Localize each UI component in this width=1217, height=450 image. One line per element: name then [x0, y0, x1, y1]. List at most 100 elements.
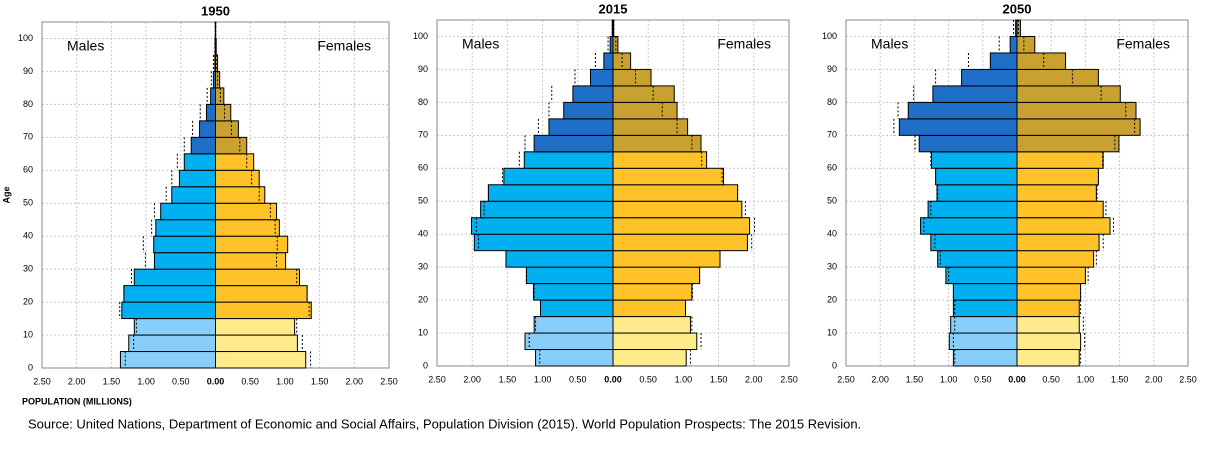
legend-label: Males — [462, 36, 499, 52]
bar — [215, 87, 225, 105]
bar — [1016, 332, 1082, 351]
y-tick-label: 40 — [827, 229, 837, 239]
bar — [215, 351, 307, 369]
bar — [128, 334, 216, 353]
x-tick-label: 1.00 — [276, 376, 294, 386]
bar — [190, 136, 217, 155]
x-tick-label: 2.50 — [837, 374, 855, 384]
bar — [505, 250, 614, 268]
bar — [183, 153, 217, 171]
legend-label: Females — [1116, 36, 1170, 52]
bar — [178, 169, 217, 188]
bar — [612, 184, 739, 202]
y-tick-label: 90 — [827, 64, 837, 74]
legend-label: Females — [317, 38, 371, 54]
bar — [487, 184, 614, 202]
bar — [215, 285, 308, 303]
x-tick-label: 0.50 — [974, 374, 992, 384]
bar — [1016, 101, 1137, 120]
bar — [153, 252, 216, 270]
bar — [1016, 68, 1099, 87]
bar — [1016, 233, 1100, 252]
bar — [215, 334, 298, 353]
x-tick-label: 1.50 — [906, 374, 924, 384]
bar — [563, 101, 614, 120]
bar — [525, 266, 614, 285]
chart-title: 1950 — [201, 3, 230, 18]
bar — [199, 120, 216, 138]
x-tick-label: 1.00 — [675, 374, 693, 384]
bar — [1016, 85, 1121, 103]
bar — [898, 118, 1018, 136]
bar — [612, 332, 698, 351]
y-tick-label: 70 — [23, 132, 33, 142]
x-tick-label: 1.00 — [137, 376, 155, 386]
y-tick-label: 20 — [827, 294, 837, 304]
bar — [952, 283, 1018, 301]
bar — [948, 332, 1018, 351]
bar — [612, 200, 743, 219]
bar — [1016, 316, 1080, 334]
y-tick-label: 50 — [418, 196, 428, 206]
x-tick-label: 2.00 — [745, 374, 763, 384]
bar — [935, 167, 1018, 186]
bar — [535, 349, 614, 367]
y-tick-label: 50 — [827, 196, 837, 206]
x-tick-label: 2.50 — [33, 376, 51, 386]
y-tick-label: 10 — [418, 327, 428, 337]
y-tick-label: 10 — [23, 329, 33, 339]
x-tick-label: 1.50 — [311, 376, 329, 386]
bar — [539, 299, 614, 318]
bar — [1016, 266, 1086, 285]
bar — [612, 316, 691, 334]
bar — [119, 351, 216, 369]
x-tick-label: 2.50 — [380, 376, 398, 386]
bar — [907, 101, 1018, 120]
bar — [155, 219, 216, 237]
bar — [952, 299, 1018, 318]
bar — [612, 233, 748, 252]
y-tick-label: 60 — [827, 163, 837, 173]
y-tick-label: 80 — [418, 97, 428, 107]
bar — [612, 250, 721, 268]
bar — [524, 332, 614, 351]
bar — [1016, 118, 1141, 136]
y-tick-label: 90 — [23, 66, 33, 76]
y-tick-label: 40 — [418, 229, 428, 239]
bar — [612, 167, 725, 186]
y-tick-label: 100 — [413, 31, 428, 41]
y-tick-label: 60 — [418, 163, 428, 173]
bar — [612, 101, 678, 120]
y-tick-label: 100 — [18, 33, 33, 43]
bar — [612, 217, 751, 235]
y-tick-label: 70 — [418, 130, 428, 140]
bar — [918, 134, 1018, 153]
bar — [612, 283, 693, 301]
y-tick-label: 30 — [827, 262, 837, 272]
bar — [215, 202, 278, 221]
bar — [1016, 217, 1111, 235]
bar — [215, 268, 300, 287]
bar — [612, 266, 701, 285]
x-tick-label: 0.50 — [569, 374, 587, 384]
bar — [603, 52, 614, 70]
y-tick-label: 10 — [827, 327, 837, 337]
y-tick-label: 20 — [418, 294, 428, 304]
bar — [215, 169, 260, 188]
x-tick-label: 1.50 — [1111, 374, 1129, 384]
bar — [1016, 200, 1104, 219]
bar — [1016, 52, 1067, 70]
x-tick-label: 1.00 — [940, 374, 958, 384]
x-tick-label: 0.00 — [207, 376, 225, 386]
bar — [937, 250, 1018, 268]
x-tick-label: 1.50 — [710, 374, 728, 384]
bar — [961, 68, 1018, 87]
bar — [205, 103, 216, 122]
bar — [612, 151, 708, 169]
bar — [612, 349, 687, 367]
bar — [215, 318, 296, 336]
bar — [215, 219, 280, 237]
bar — [1016, 299, 1080, 318]
y-tick-label: 30 — [23, 264, 33, 274]
bar — [470, 217, 614, 235]
